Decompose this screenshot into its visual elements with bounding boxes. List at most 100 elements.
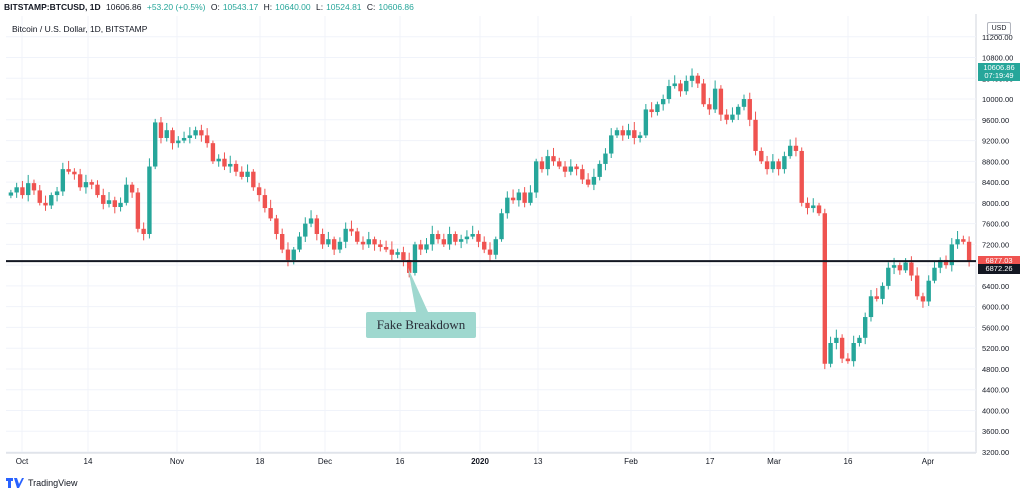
candle-body: [961, 239, 966, 242]
candle-body: [655, 104, 660, 113]
x-tick-label: Nov: [170, 457, 184, 466]
y-tick-label: 10000.00: [982, 95, 1013, 104]
candle-body: [764, 161, 770, 170]
candle-body: [279, 234, 285, 250]
candle-body: [834, 337, 839, 343]
candle-body: [782, 156, 787, 170]
candle-body: [585, 179, 591, 185]
candle-body: [510, 197, 516, 201]
candle-body: [562, 166, 568, 172]
y-tick-label: 7600.00: [982, 220, 1009, 229]
pointer-triangle: [408, 267, 428, 312]
candle-body: [891, 265, 897, 268]
y-tick-label: 6400.00: [982, 282, 1009, 291]
candle-series: [8, 68, 972, 370]
candle-body: [914, 275, 920, 297]
high-label: H:: [263, 2, 273, 12]
y-tick-label: 4400.00: [982, 386, 1009, 395]
candle-body: [199, 130, 204, 136]
candle-body: [314, 218, 320, 234]
candle-body: [187, 135, 193, 138]
candle-body: [580, 169, 585, 180]
candle-body: [14, 187, 19, 193]
candle-body: [101, 195, 106, 204]
candle-body: [43, 202, 48, 206]
candle-body: [718, 88, 724, 115]
candle-body: [72, 171, 77, 175]
chart-subtitle: Bitcoin / U.S. Dollar, 1D, BITSTAMP: [12, 24, 148, 34]
candle-body: [614, 130, 620, 136]
candle-body: [303, 223, 308, 237]
price-axis[interactable]: 3200.00 3600.00 4000.00 4400.00 4800.00 5200.…: [982, 33, 1013, 457]
candle-body: [181, 137, 187, 141]
candle-body: [643, 109, 649, 136]
x-tick-label: Oct: [16, 457, 29, 466]
fake-breakdown-callout: Fake Breakdown: [366, 312, 476, 338]
price-tag: 6872.26: [978, 264, 1020, 275]
candle-body: [482, 241, 487, 250]
candle-body: [874, 296, 879, 299]
candle-body: [245, 171, 250, 177]
candle-body: [366, 239, 371, 245]
candle-body: [418, 244, 423, 250]
candle-body: [49, 195, 54, 206]
candle-body: [216, 158, 221, 162]
candle-body: [37, 190, 42, 203]
candle-body: [868, 296, 874, 318]
candle-body: [857, 337, 862, 343]
candle-body: [60, 169, 66, 192]
candle-body: [8, 192, 14, 196]
candle-body: [360, 241, 366, 245]
currency-button[interactable]: USD: [987, 22, 1011, 35]
candle-body: [251, 171, 256, 188]
candle-body: [268, 208, 273, 219]
candle-body: [545, 156, 550, 170]
candle-body: [349, 228, 354, 232]
candle-body: [660, 99, 666, 105]
candle-body: [470, 234, 475, 237]
candle-body: [707, 104, 712, 110]
candle-body: [597, 163, 602, 177]
candle-body: [210, 143, 216, 162]
candle-body: [787, 145, 793, 157]
candle-body: [955, 239, 960, 245]
x-tick-label: 17: [706, 457, 715, 466]
x-tick-label: 18: [256, 457, 265, 466]
candle-body: [689, 75, 695, 81]
candle-body: [505, 197, 510, 214]
candle-body: [828, 343, 833, 364]
candle-body: [932, 267, 937, 281]
candle-body: [441, 239, 447, 245]
candle-body: [383, 246, 389, 250]
candle-body: [632, 130, 637, 138]
candle-body: [609, 135, 614, 154]
x-tick-label: 2020: [471, 457, 489, 466]
candle-body: [285, 249, 291, 260]
candle-body: [412, 244, 418, 273]
candle-body: [799, 150, 804, 203]
y-tick-label: 8400.00: [982, 178, 1009, 187]
candle-body: [516, 192, 522, 201]
candle-body: [672, 83, 677, 87]
low-value: 10524.81: [326, 2, 362, 12]
y-tick-label: 11200.00: [982, 33, 1013, 42]
candle-body: [753, 119, 758, 151]
candle-body: [66, 169, 71, 172]
candle-body: [816, 205, 822, 214]
footer: TradingView: [6, 476, 78, 490]
brand-label: TradingView: [28, 478, 78, 488]
y-tick-label: 9600.00: [982, 116, 1009, 125]
candle-body: [776, 161, 781, 170]
candle-body: [730, 114, 735, 120]
y-tick-label: 4000.00: [982, 406, 1009, 415]
candle-body: [406, 259, 412, 273]
time-axis[interactable]: Oct 14 Nov 18 Dec 16 2020 13 Feb 17 Mar 16 Apr: [16, 457, 935, 466]
candle-body: [493, 239, 498, 255]
open-value: 10543.17: [222, 2, 259, 12]
y-tick-label: 4800.00: [982, 365, 1009, 374]
y-tick-label: 7200.00: [982, 240, 1009, 249]
candle-body: [666, 86, 672, 100]
